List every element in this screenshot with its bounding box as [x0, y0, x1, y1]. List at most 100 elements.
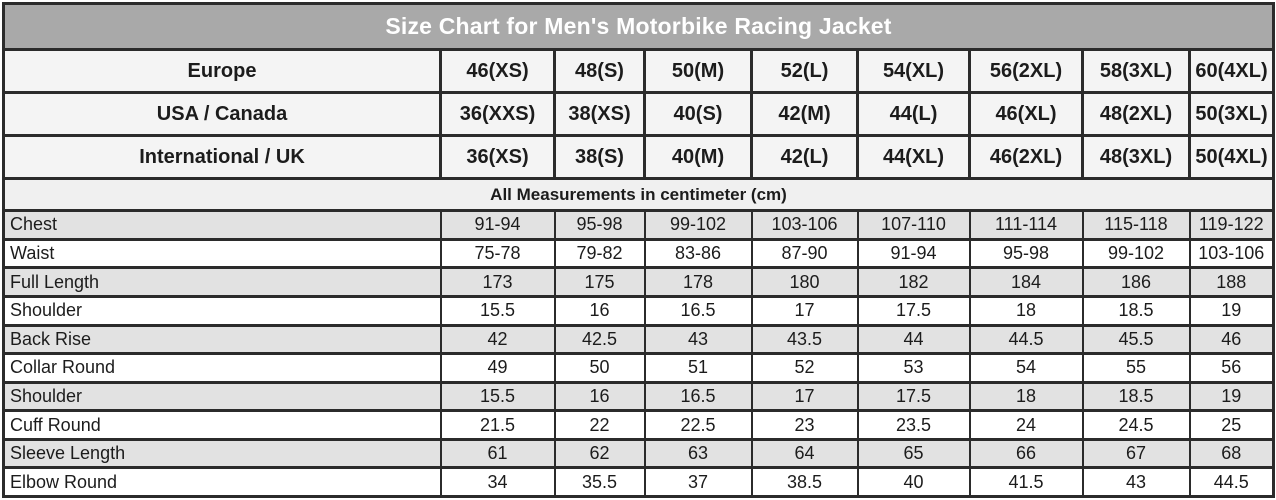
measure-value-cell: 188 — [1188, 266, 1275, 298]
measure-value-cell: 19 — [1188, 380, 1275, 413]
size-cell: 48(S) — [553, 48, 646, 95]
measure-value-cell: 17.5 — [856, 294, 971, 327]
measure-value-cell: 55 — [1081, 352, 1191, 384]
measure-label: Back Rise — [2, 323, 442, 356]
measure-value-cell: 38.5 — [750, 466, 859, 498]
measurement-row-cuff-round: Cuff Round 21.5 22 22.5 23 23.5 24 24.5 … — [2, 409, 1275, 441]
size-cell: 46(2XL) — [968, 134, 1084, 181]
size-cell: 38(S) — [553, 134, 646, 181]
size-cell: 44(L) — [856, 91, 971, 138]
size-row-international-uk: International / UK 36(XS) 38(S) 40(M) 42… — [2, 134, 1275, 181]
measure-value-cell: 175 — [553, 266, 646, 298]
measurement-row-waist: Waist 75-78 79-82 83-86 87-90 91-94 95-9… — [2, 237, 1275, 270]
measure-value-cell: 22.5 — [643, 409, 753, 441]
measure-value-cell: 52 — [750, 352, 859, 384]
measure-value-cell: 95-98 — [553, 209, 646, 241]
measure-value-cell: 180 — [750, 266, 859, 298]
size-cell: 58(3XL) — [1081, 48, 1191, 95]
measure-value-cell: 75-78 — [439, 237, 556, 270]
measure-value-cell: 16 — [553, 294, 646, 327]
title-row: Size Chart for Men's Motorbike Racing Ja… — [2, 1, 1275, 52]
size-row-usa-canada: USA / Canada 36(XXS) 38(XS) 40(S) 42(M) … — [2, 91, 1275, 138]
measure-value-cell: 46 — [1188, 323, 1275, 356]
measure-value-cell: 25 — [1188, 409, 1275, 441]
measure-value-cell: 91-94 — [856, 237, 971, 270]
size-cell: 48(2XL) — [1081, 91, 1191, 138]
size-cell: 54(XL) — [856, 48, 971, 95]
measurement-row-collar-round: Collar Round 49 50 51 52 53 54 55 56 — [2, 352, 1275, 384]
size-cell: 46(XL) — [968, 91, 1084, 138]
size-cell: 50(4XL) — [1188, 134, 1275, 181]
measure-value-cell: 103-106 — [1188, 237, 1275, 270]
measure-value-cell: 91-94 — [439, 209, 556, 241]
measure-value-cell: 42 — [439, 323, 556, 356]
size-cell: 42(L) — [750, 134, 859, 181]
measure-value-cell: 21.5 — [439, 409, 556, 441]
measure-value-cell: 95-98 — [968, 237, 1084, 270]
measure-value-cell: 16 — [553, 380, 646, 413]
size-cell: 44(XL) — [856, 134, 971, 181]
measure-value-cell: 18.5 — [1081, 380, 1191, 413]
measure-value-cell: 182 — [856, 266, 971, 298]
measure-value-cell: 63 — [643, 437, 753, 470]
measure-value-cell: 44 — [856, 323, 971, 356]
measure-value-cell: 41.5 — [968, 466, 1084, 498]
measure-value-cell: 34 — [439, 466, 556, 498]
measure-value-cell: 17 — [750, 294, 859, 327]
measurement-row-full-length: Full Length 173 175 178 180 182 184 186 … — [2, 266, 1275, 298]
measure-value-cell: 15.5 — [439, 380, 556, 413]
measure-value-cell: 61 — [439, 437, 556, 470]
measure-value-cell: 56 — [1188, 352, 1275, 384]
measure-value-cell: 35.5 — [553, 466, 646, 498]
measurement-row-back-rise: Back Rise 42 42.5 43 43.5 44 44.5 45.5 4… — [2, 323, 1275, 356]
measure-value-cell: 49 — [439, 352, 556, 384]
region-label: USA / Canada — [2, 91, 442, 138]
measure-value-cell: 42.5 — [553, 323, 646, 356]
measure-label: Chest — [2, 209, 442, 241]
measure-value-cell: 37 — [643, 466, 753, 498]
measure-value-cell: 24 — [968, 409, 1084, 441]
measure-label: Collar Round — [2, 352, 442, 384]
measure-value-cell: 40 — [856, 466, 971, 498]
measure-value-cell: 16.5 — [643, 380, 753, 413]
size-cell: 40(S) — [643, 91, 753, 138]
measure-value-cell: 44.5 — [1188, 466, 1275, 498]
size-cell: 36(XXS) — [439, 91, 556, 138]
measure-value-cell: 184 — [968, 266, 1084, 298]
measure-value-cell: 87-90 — [750, 237, 859, 270]
size-cell: 52(L) — [750, 48, 859, 95]
measure-label: Sleeve Length — [2, 437, 442, 470]
measure-value-cell: 79-82 — [553, 237, 646, 270]
measure-label: Shoulder — [2, 294, 442, 327]
measurement-note: All Measurements in centimeter (cm) — [2, 177, 1275, 213]
measure-value-cell: 62 — [553, 437, 646, 470]
measure-value-cell: 99-102 — [1081, 237, 1191, 270]
measure-value-cell: 15.5 — [439, 294, 556, 327]
size-row-europe: Europe 46(XS) 48(S) 50(M) 52(L) 54(XL) 5… — [2, 48, 1275, 95]
region-label: Europe — [2, 48, 442, 95]
measure-value-cell: 23.5 — [856, 409, 971, 441]
measure-value-cell: 18 — [968, 294, 1084, 327]
size-cell: 46(XS) — [439, 48, 556, 95]
size-cell: 42(M) — [750, 91, 859, 138]
measure-value-cell: 16.5 — [643, 294, 753, 327]
measurement-note-row: All Measurements in centimeter (cm) — [2, 177, 1275, 213]
measurement-row-chest: Chest 91-94 95-98 99-102 103-106 107-110… — [2, 209, 1275, 241]
measurement-row-shoulder-2: Shoulder 15.5 16 16.5 17 17.5 18 18.5 19 — [2, 380, 1275, 413]
measure-value-cell: 43.5 — [750, 323, 859, 356]
measure-value-cell: 50 — [553, 352, 646, 384]
measure-value-cell: 23 — [750, 409, 859, 441]
measure-value-cell: 24.5 — [1081, 409, 1191, 441]
measure-value-cell: 178 — [643, 266, 753, 298]
header-body: Size Chart for Men's Motorbike Racing Ja… — [2, 1, 1275, 213]
measure-value-cell: 51 — [643, 352, 753, 384]
measure-value-cell: 18.5 — [1081, 294, 1191, 327]
measurement-row-sleeve-length: Sleeve Length 61 62 63 64 65 66 67 68 — [2, 437, 1275, 470]
measure-value-cell: 45.5 — [1081, 323, 1191, 356]
measure-value-cell: 19 — [1188, 294, 1275, 327]
chart-title: Size Chart for Men's Motorbike Racing Ja… — [2, 1, 1275, 52]
measure-value-cell: 186 — [1081, 266, 1191, 298]
measure-value-cell: 68 — [1188, 437, 1275, 470]
